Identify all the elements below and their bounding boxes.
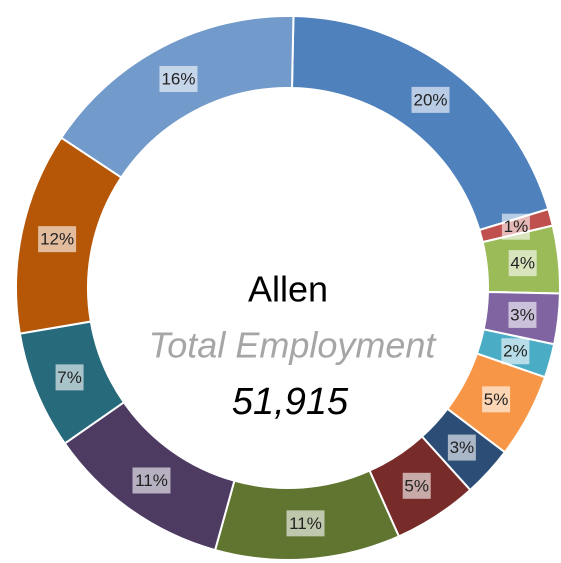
data-label-box [286,510,325,537]
data-label: 20% [413,90,447,109]
data-label-box [411,86,450,113]
data-label-box [159,65,198,92]
data-label: 4% [510,254,535,273]
data-label-box [508,250,537,277]
data-label: 3% [510,305,535,324]
data-label: 3% [450,438,475,457]
data-label: 1% [504,217,529,236]
data-label-box [501,338,530,365]
data-label: 5% [484,390,509,409]
data-label-box [132,467,171,494]
data-label-box [38,226,77,253]
donut-segment [290,15,550,232]
data-label-box [508,301,537,328]
donut-segment [59,15,295,179]
data-label: 11% [135,471,168,490]
data-label: 11% [289,514,322,533]
data-label-box [447,434,476,461]
data-label-box [402,472,431,499]
data-label: 5% [404,476,429,495]
data-label: 12% [40,230,74,249]
data-label: 2% [503,342,528,361]
data-label: 16% [161,69,195,88]
data-label: 7% [57,368,82,387]
center-value: 51,915 [232,381,349,423]
center-subtitle: Total Employment [149,325,438,366]
center-title: Allen [248,269,328,310]
data-label-box [482,386,511,413]
data-label-box [55,364,84,391]
data-label-box [501,213,530,240]
